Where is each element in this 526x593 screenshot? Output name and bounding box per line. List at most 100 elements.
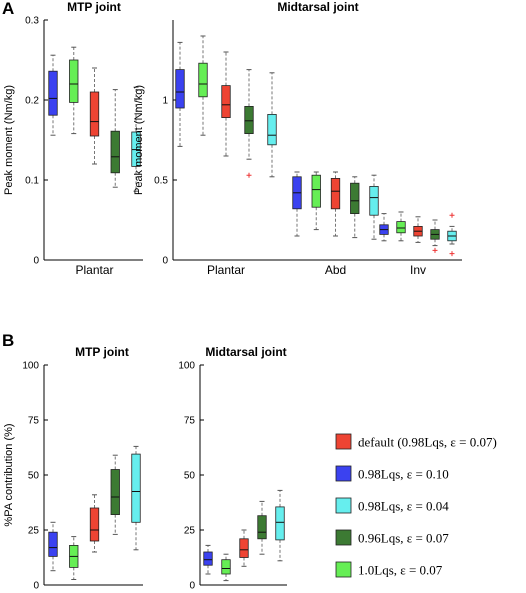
box-4 [244, 69, 254, 178]
y-tick-label: 0.1 [25, 176, 39, 187]
legend-item: 0.98Lqs, ε = 0.10 [335, 465, 449, 482]
box-body [396, 221, 406, 234]
box-2 [69, 46, 79, 135]
y-axis-label: Peak moment (Nm/kg) [133, 85, 145, 195]
plot-4: Midtarsal joint 0 25 50 75 100 [178, 345, 287, 592]
panel-label-a: A [2, 0, 14, 18]
y-tick-label: 50 [184, 471, 196, 482]
box-body [267, 114, 277, 146]
legend-swatch [335, 497, 352, 514]
box-body [110, 469, 120, 515]
box-1 [379, 213, 389, 242]
plot-title: Midtarsal joint [205, 345, 286, 359]
y-tick-label: 75 [28, 416, 40, 427]
box-body [69, 59, 79, 103]
legend-swatch [335, 465, 352, 482]
box-body [239, 538, 249, 558]
box-3 [221, 51, 231, 157]
legend-label: 0.96Lqs, ε = 0.07 [358, 531, 449, 546]
box-3 [330, 171, 341, 237]
legend-label: 0.98Lqs, ε = 0.04 [358, 499, 449, 514]
box-body [350, 182, 360, 214]
box-2 [221, 553, 231, 582]
y-tick-label: 0 [33, 581, 39, 592]
box-body [89, 507, 100, 542]
category-label: Plantar [207, 263, 245, 277]
outlier-marker [449, 251, 455, 257]
box-5 [447, 212, 457, 257]
box-3 [413, 216, 423, 243]
box-body [244, 106, 254, 135]
y-tick-label: 100 [178, 361, 195, 372]
plot-title: MTP joint [75, 345, 129, 359]
legend-item: 0.96Lqs, ε = 0.07 [335, 529, 449, 546]
box-3 [89, 494, 100, 553]
box-5 [267, 72, 277, 178]
box-body [110, 130, 120, 174]
box-5 [369, 174, 379, 240]
legend-label: default (0.98Lqs, ε = 0.07) [358, 435, 497, 450]
plot-3: MTP joint 0 25 50 75 100 %PA contribution (%) [3, 345, 143, 592]
box-body [221, 85, 231, 118]
y-tick-label: 0 [189, 581, 195, 592]
box-4 [350, 176, 360, 239]
category-label: Abd [325, 263, 346, 277]
y-tick-label: 0.5 [154, 176, 168, 187]
box-5 [275, 489, 285, 562]
box-body [198, 62, 208, 98]
outlier-marker [246, 172, 252, 178]
category-label: Inv [410, 263, 426, 277]
y-tick-label: 0.3 [25, 16, 39, 27]
y-tick-label: 25 [184, 526, 196, 537]
box-body [48, 531, 58, 557]
y-axis-label: Peak moment (Nm/kg) [3, 85, 15, 195]
outlier-marker [432, 247, 438, 253]
box-1 [175, 41, 185, 147]
y-tick-label: 25 [28, 526, 40, 537]
legend-label: 0.98Lqs, ε = 0.10 [358, 467, 449, 482]
y-axis-label: %PA contribution (%) [3, 423, 15, 526]
plot-title: MTP joint [67, 0, 121, 14]
legend-swatch [335, 561, 352, 578]
box-2 [69, 536, 79, 580]
box-body [131, 453, 141, 523]
box-body [48, 70, 58, 116]
box-3 [239, 529, 249, 567]
y-tick-label: 0 [33, 256, 39, 267]
box-body [89, 91, 100, 137]
box-5 [131, 86, 141, 192]
category-label: Plantar [75, 263, 113, 277]
legend-swatch [335, 529, 352, 546]
legend-swatch [335, 433, 352, 450]
y-tick-label: 1 [162, 96, 168, 107]
legend-item: 1.0Lqs, ε = 0.07 [335, 561, 443, 578]
y-tick-label: 100 [22, 361, 39, 372]
y-tick-label: 0.2 [25, 96, 39, 107]
box-body [175, 69, 185, 109]
legend-label: 1.0Lqs, ε = 0.07 [358, 563, 443, 578]
y-tick-label: 50 [28, 471, 40, 482]
box-body [369, 185, 379, 216]
box-4 [110, 89, 120, 188]
plot-title: Midtarsal joint [277, 0, 358, 14]
box-1 [48, 521, 58, 572]
box-body [311, 174, 321, 208]
box-3 [89, 67, 100, 165]
box-body [257, 515, 267, 540]
box-5 [131, 445, 141, 551]
box-1 [292, 171, 302, 237]
box-body [275, 506, 285, 541]
outlier-marker [449, 212, 455, 218]
box-4 [430, 219, 440, 253]
plot-2: Midtarsal joint 0 0.5 1 Peak moment (Nm/kg) P… [133, 0, 462, 277]
box-2 [198, 35, 208, 136]
box-4 [110, 454, 120, 535]
plot-1: MTP joint 0 0.1 0.2 0.3 Peak moment (Nm/kg) Pl… [3, 0, 143, 277]
panel-label-b: B [2, 331, 14, 350]
y-tick-label: 75 [184, 416, 196, 427]
legend-item: 0.98Lqs, ε = 0.04 [335, 497, 449, 514]
box-2 [311, 171, 321, 231]
box-4 [257, 500, 267, 555]
legend: default (0.98Lqs, ε = 0.07) 0.98Lqs, ε = … [335, 433, 497, 578]
